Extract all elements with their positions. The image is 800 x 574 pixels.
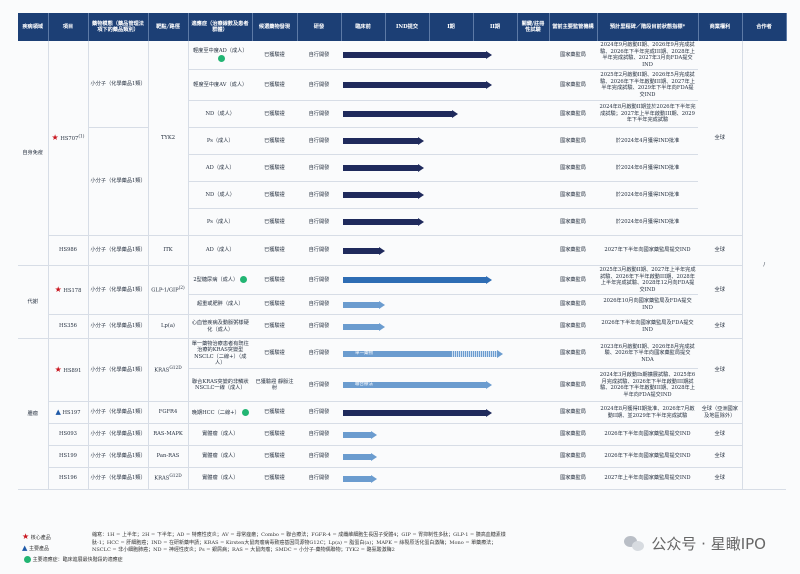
table-row: ▲ HS197 小分子（化學藥品1類） FGFR4 晚期HCC（二線+） 已獲驗… [18, 401, 786, 424]
registrational-dot-icon [241, 408, 249, 416]
legend-key: ▲ 主要產品 [22, 544, 49, 552]
modality-cell: 小分子（化學藥品1類） [88, 41, 149, 128]
table-row: HS199 小分子（化學藥品1類） Pan-RAS 實體瘤（成人） 已獲驗證 自… [18, 445, 786, 468]
pipeline-table: 疾病領域 項目 藥物模態（藥品管理法項下的藥品類別） 靶點╱路徑 適應症（治療線… [18, 13, 787, 490]
table-row: 聯合KRAS突變的非鱗狀NSCLC一線（成人） 已獲驗證 靜脈注射 自行開發 聯… [18, 368, 786, 402]
green-dot-icon [24, 556, 31, 563]
table-row: 超重或肥胖（成人） 已獲驗證 自行開發 國家藥監局 2026年10月向國家藥監局… [18, 294, 786, 315]
progress-bar [343, 110, 458, 118]
progress-bar [343, 164, 425, 172]
triangle-icon: ▲ [22, 544, 28, 552]
key-product-triangle-icon: ▲ [55, 408, 61, 417]
table-row: ND（成人） 已獲驗證 自行開發 國家藥監局 於2024年6月獲得IND批准 [18, 181, 786, 209]
progress-bar [343, 51, 492, 59]
core-product-star-icon: ★ [54, 365, 62, 374]
header-collaborator: 合作者 [742, 13, 787, 41]
header-project: 項目 [48, 13, 89, 41]
project-cell: ★ HS707(1) [48, 41, 89, 236]
star-icon: ★ [22, 532, 30, 541]
progress-bar [343, 300, 385, 309]
target-cell: TYK2 [148, 41, 189, 236]
table-row: Ps（成人） 已獲驗證 自行開發 國家藥監局 於2024年6月獲得IND批准 [18, 208, 786, 236]
core-product-star-icon: ★ [54, 285, 62, 294]
progress-bar: 單一藥物 [343, 349, 504, 358]
table-row: 代謝 ★ HS178 小分子（化學藥品1類） GLP-1/GIP(2) 2型糖尿… [18, 265, 786, 339]
header-indication: 適應症（治療線數及患者群體） [188, 13, 253, 41]
project-name: HS707 [60, 136, 79, 142]
progress-bar [343, 246, 385, 255]
table-row: AD（成人） 已獲驗證 自行開發 國家藥監局 於2024年6月獲得IND批准 [18, 154, 786, 182]
watermark: 公众号 · 星瞰IPO [624, 533, 766, 554]
progress-bar [343, 430, 377, 439]
registrational-dot-icon [240, 276, 248, 284]
table-row: 輕度至中度AV（成人） 已獲驗證 自行開發 國家藥監局 2025年2月啟動II期… [18, 69, 786, 101]
progress-bar [343, 191, 425, 199]
progress-bar [343, 276, 492, 284]
header-regulator: 當前主要監管機構 [549, 13, 598, 41]
header-area: 疾病領域 [18, 13, 49, 41]
collaborator-cell: / [742, 41, 786, 490]
area-immunology: 自身免疫 [18, 41, 49, 266]
area-oncology: 腫瘤 [18, 338, 49, 490]
abbreviations: 縮寫：1H = 上半年；2H = 下半年；AD = 特應性皮炎；AV = 尋常痤… [92, 532, 506, 553]
wechat-icon [624, 535, 646, 553]
milestone-cell: 2024年9月啟動II期、2026年9月完成試驗、2026年下半年完成III期、… [597, 41, 698, 70]
header-modality: 藥物模態（藥品管理法項下的藥品類別） [88, 13, 149, 41]
table-row: HS196 小分子（化學藥品1類） KRASG12D 實體瘤（成人） 已獲驗證 … [18, 467, 786, 490]
area-metabolic: 代謝 [18, 265, 49, 339]
progress-bar [343, 81, 492, 89]
header-rights: 商業權利 [698, 13, 743, 41]
header-target: 靶點╱路徑 [148, 13, 189, 41]
progress-bar: 聯合療法 [343, 381, 492, 389]
progress-bar [343, 474, 377, 483]
pivotal-segment [451, 350, 498, 357]
table-row: 小分子（化學藥品1類） Ps（成人） 已獲驗證 自行開發 國家藥監局 於2024… [18, 127, 786, 236]
header-research: 研發 [297, 13, 342, 41]
header-pivotal: 關鍵/註冊性試驗 [517, 13, 550, 41]
progress-bar [343, 408, 492, 417]
legend-core: ★ 核心產品 [22, 532, 51, 541]
header-phase1: I期 [429, 13, 474, 41]
header-phase2: II期 [473, 13, 518, 41]
progress-bar [343, 452, 377, 461]
progress-bar [343, 137, 425, 145]
legend-registrational: 主要適應症：臨床進展最快階段的適應症 [22, 556, 123, 563]
registrational-dot-icon [217, 54, 225, 62]
core-product-star-icon: ★ [51, 133, 59, 142]
header-ind: IND提交 [385, 13, 430, 41]
header-preclinical: 臨床前 [341, 13, 386, 41]
indication-cell: 輕度至中度AD（成人） [188, 41, 252, 70]
progress-bar [343, 322, 385, 331]
table-row: 腫瘤 ★ HS891 小分子（化學藥品1類） KRASG12D 單一藥物治療患者… [18, 338, 786, 490]
table-row: 自身免疫 ★ HS707(1) 小分子（化學藥品1類） TYK2 輕度至中度AD… [18, 41, 786, 490]
header-row: 疾病領域 項目 藥物模態（藥品管理法項下的藥品類別） 靶點╱路徑 適應症（治療線… [18, 13, 787, 41]
header-discovery: 候選藥物發現 [252, 13, 298, 41]
progress-bar [343, 218, 425, 226]
table-row: HS093 小分子（化學藥品1類） RAS-MAPK 實體瘤（成人） 已獲驗證 … [18, 423, 786, 446]
table-row: HS986 小分子（化學藥品1類） ITK AD（成人） 已獲驗證 自行開發 國… [18, 235, 786, 266]
table-row: HS356 小分子（化學藥品1類） Lp(a) 心血管疾病及動脈粥樣硬化（成人）… [18, 314, 786, 339]
header-milestone: 預計里程碑／階段目前狀態指標* [597, 13, 699, 41]
table-row: ND（成人） 已獲驗證 自行開發 國家藥監局 2024年8月啟動II期並於202… [18, 100, 786, 128]
